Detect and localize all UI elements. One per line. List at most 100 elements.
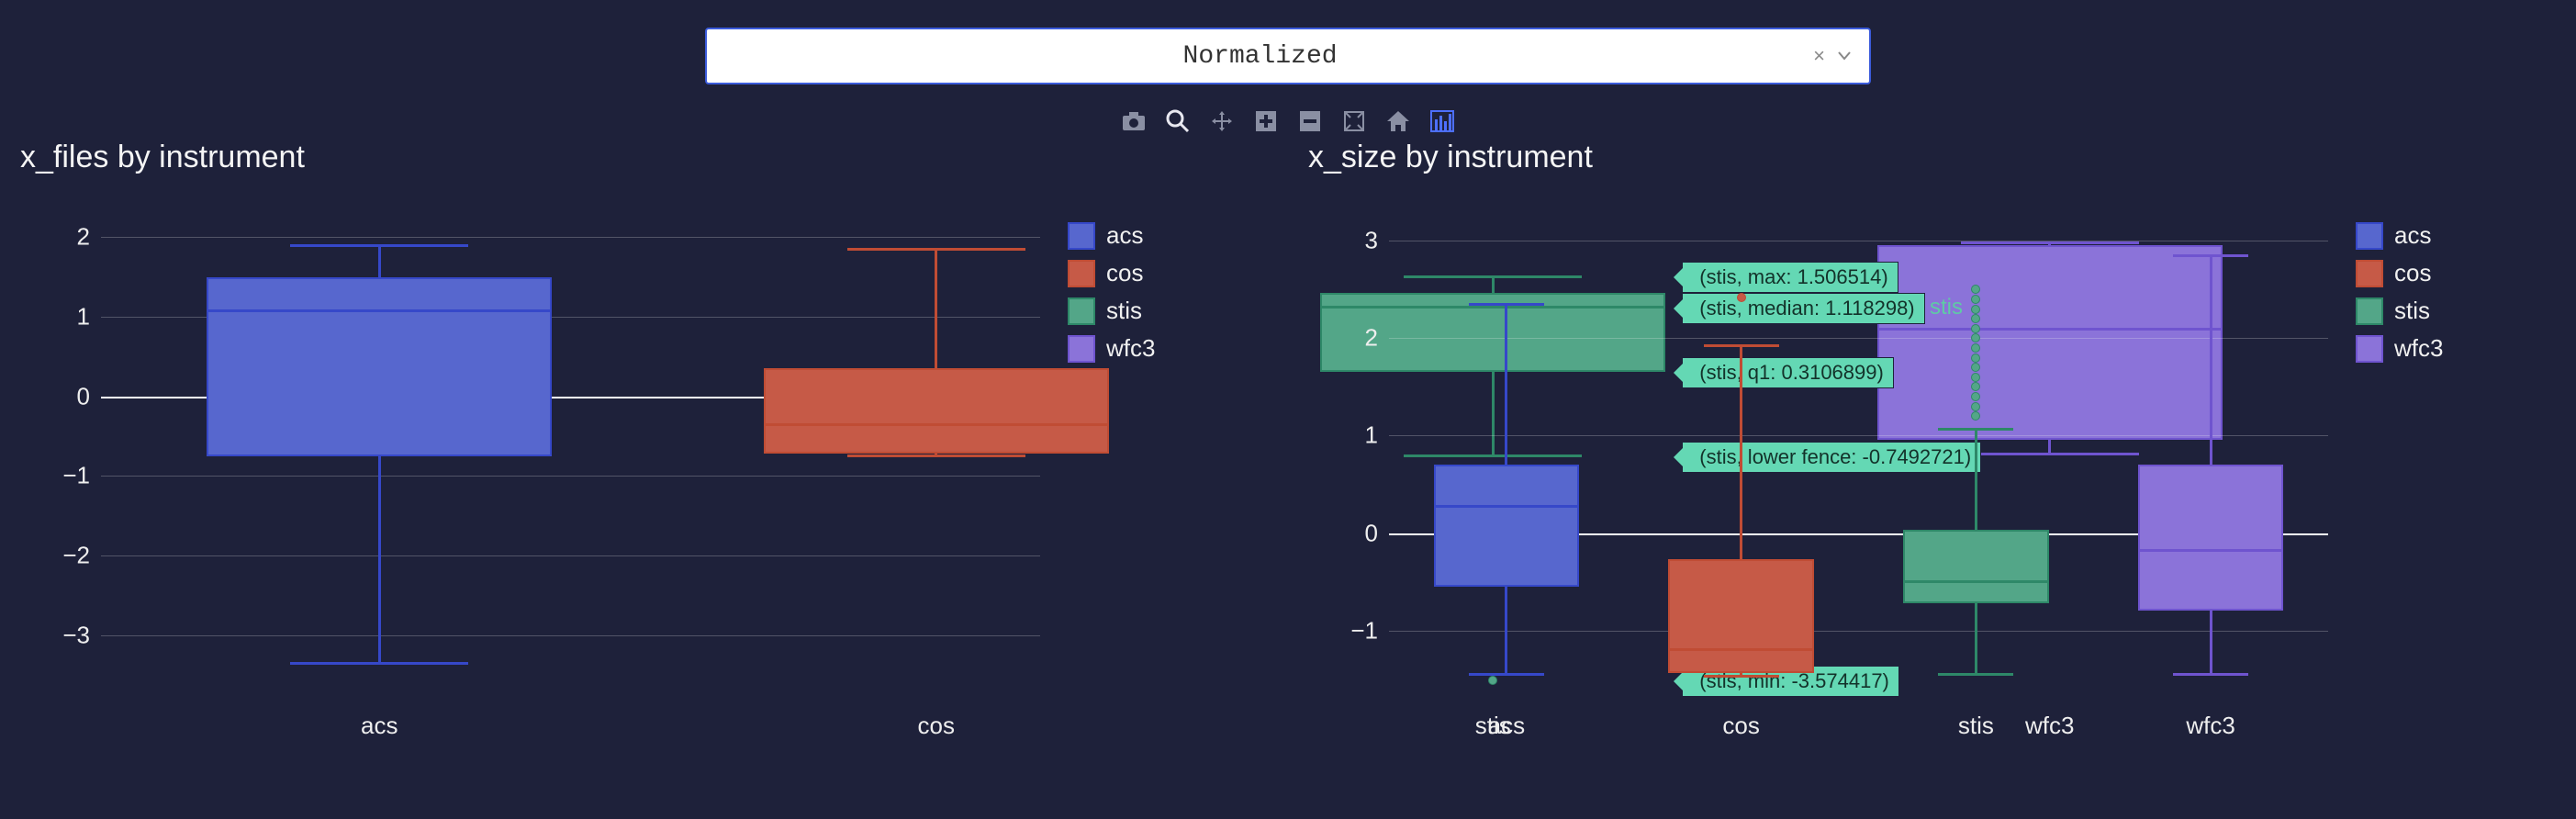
whisker-cap-stis	[1938, 428, 2013, 431]
outlier-stis	[1971, 305, 1980, 314]
legend-item-acs[interactable]: acs	[1068, 221, 1270, 250]
outlier-stis	[1971, 411, 1980, 421]
plotly-toolbar	[1121, 108, 1455, 134]
whisker-cap-acs	[1469, 303, 1544, 306]
ytick-label: −2	[62, 542, 90, 570]
legend-swatch-wfc3	[2356, 335, 2383, 363]
whisker-cap-cos	[1704, 344, 1779, 347]
whisker-cap-acs	[1469, 673, 1544, 676]
panel-title-right: x_size by instrument	[1308, 140, 2558, 175]
toggle-spike-tool[interactable]	[1429, 108, 1455, 134]
pan-tool[interactable]	[1209, 108, 1235, 134]
legend-swatch-cos	[2356, 260, 2383, 287]
xtick-label-acs: acs	[1488, 712, 1525, 740]
outlier-stis	[1971, 324, 1980, 333]
camera-tool[interactable]	[1121, 108, 1147, 134]
legend-swatch-acs	[2356, 222, 2383, 250]
home-tool[interactable]	[1385, 108, 1411, 134]
ytick-label: −1	[1350, 616, 1378, 645]
xtick-label-stis: stis	[1958, 712, 1994, 740]
whisker-cap-wfc3	[2173, 673, 2248, 676]
ytick-label: 1	[1365, 421, 1378, 450]
norm-dropdown[interactable]: Normalized ×	[705, 28, 1871, 84]
legend-item-wfc3[interactable]: wfc3	[1068, 334, 1270, 363]
whisker-cap-cos	[847, 248, 1025, 251]
legend-swatch-stis	[1068, 297, 1095, 325]
box-cos[interactable]	[1668, 559, 1814, 673]
legend-item-wfc3[interactable]: wfc3	[2356, 334, 2558, 363]
box-acs[interactable]	[207, 277, 552, 456]
legend-item-cos[interactable]: cos	[1068, 259, 1270, 287]
whisker-cap-stis	[1938, 673, 2013, 676]
legend-label: stis	[2394, 297, 2430, 325]
outlier-cos	[1737, 293, 1746, 302]
outlier-stis	[1971, 333, 1980, 342]
outlier-stis	[1971, 314, 1980, 323]
box-wfc3[interactable]	[2138, 465, 2284, 611]
ytick-label: 2	[1365, 324, 1378, 353]
panel-title-left: x_files by instrument	[20, 140, 1270, 175]
gridline	[101, 635, 1040, 636]
outlier-stis	[1971, 382, 1980, 391]
whisker-cap-acs	[290, 244, 468, 247]
outlier-stis	[1971, 285, 1980, 294]
box-cos[interactable]	[764, 368, 1109, 454]
outlier-stis	[1971, 343, 1980, 353]
gridline	[101, 237, 1040, 238]
legend-label: wfc3	[1106, 334, 1155, 363]
median-cos	[1668, 648, 1814, 651]
median-stis	[1903, 580, 2049, 583]
outlier-stis	[1971, 353, 1980, 363]
legend-swatch-stis	[2356, 297, 2383, 325]
median-acs	[1434, 505, 1580, 508]
legend-item-cos[interactable]: cos	[2356, 259, 2558, 287]
gridline	[1389, 631, 2328, 632]
box-stis[interactable]	[1903, 530, 2049, 603]
zoom-in-tool[interactable]	[1253, 108, 1279, 134]
outlier-stis	[1971, 392, 1980, 401]
legend-swatch-cos	[1068, 260, 1095, 287]
ytick-label: −3	[62, 621, 90, 649]
legend-swatch-acs	[1068, 222, 1095, 250]
chevron-down-icon[interactable]	[1838, 49, 1851, 63]
median-acs	[207, 309, 552, 312]
legend-item-stis[interactable]: stis	[2356, 297, 2558, 325]
gridline	[1389, 435, 2328, 436]
whisker-cap-cos	[1704, 675, 1779, 678]
zoom-tool[interactable]	[1165, 108, 1191, 134]
legend-right: acs cos stis wfc3	[2356, 221, 2558, 363]
xtick-label-cos: cos	[1722, 712, 1759, 740]
autoscale-tool[interactable]	[1341, 108, 1367, 134]
ytick-label: 2	[77, 223, 90, 252]
whisker-cap-acs	[290, 662, 468, 665]
xtick-label-acs: acs	[361, 712, 398, 740]
legend-item-stis[interactable]: stis	[1068, 297, 1270, 325]
gridline	[101, 555, 1040, 556]
ytick-label: 3	[1365, 227, 1378, 255]
legend-label: wfc3	[2394, 334, 2443, 363]
legend-item-acs[interactable]: acs	[2356, 221, 2558, 250]
ytick-label: 0	[1365, 519, 1378, 547]
outlier-stis	[1971, 402, 1980, 411]
legend-label: acs	[2394, 221, 2431, 250]
legend-left: acs cos stis wfc3	[1068, 221, 1270, 363]
dropdown-clear-icon[interactable]: ×	[1813, 44, 1825, 68]
median-wfc3	[2138, 549, 2284, 552]
ytick-label: 1	[77, 303, 90, 331]
outlier-stis	[1971, 373, 1980, 382]
legend-label: cos	[1106, 259, 1143, 287]
zoom-out-tool[interactable]	[1297, 108, 1323, 134]
legend-swatch-wfc3	[1068, 335, 1095, 363]
legend-label: acs	[1106, 221, 1143, 250]
ytick-label: −1	[62, 462, 90, 490]
median-cos	[764, 423, 1109, 426]
legend-label: cos	[2394, 259, 2431, 287]
gridline	[1389, 338, 2328, 339]
box-acs[interactable]	[1434, 465, 1580, 587]
ytick-label: 0	[77, 382, 90, 410]
whisker-cap-cos	[847, 454, 1025, 457]
gridline	[101, 476, 1040, 477]
outlier-stis	[1971, 363, 1980, 372]
whisker-cap-wfc3	[2173, 254, 2248, 257]
xtick-label-wfc3: wfc3	[2186, 712, 2234, 740]
